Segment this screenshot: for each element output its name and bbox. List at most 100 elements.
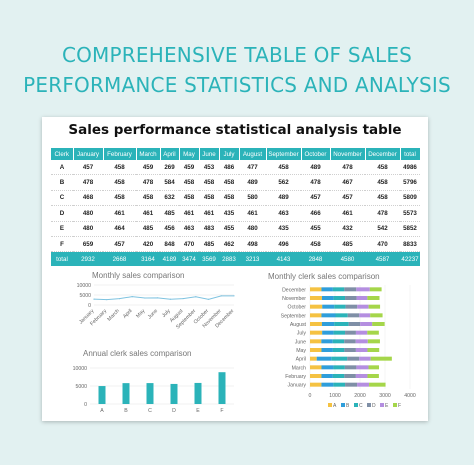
table-cell: 458 xyxy=(103,190,136,207)
y-tick-label: 5000 xyxy=(79,293,91,299)
table-cell: 580 xyxy=(239,190,266,207)
banner-title-line-1: COMPREHENSIVE TABLE OF SALES xyxy=(61,43,413,67)
table-cell: 489 xyxy=(266,190,301,207)
monthly-sales-chart-title: Monthly sales comparison xyxy=(92,271,185,280)
table-cell: 461 xyxy=(103,205,136,222)
line-point xyxy=(144,297,146,299)
y-category-label: March xyxy=(292,365,307,371)
legend-swatch xyxy=(380,403,384,407)
x-tick-label: C xyxy=(148,408,152,414)
y-category-label: July xyxy=(297,331,307,337)
monthly-clerk-chart-title: Monthly clerk sales comparison xyxy=(268,272,380,281)
table-cell: 458 xyxy=(219,190,239,207)
table-cell: 468 xyxy=(73,190,103,207)
y-tick-label: 0 xyxy=(84,402,87,408)
table-header-cell: July xyxy=(219,148,240,160)
table-cell: 542 xyxy=(365,221,400,237)
stack-segment-C xyxy=(331,356,348,361)
stack-segment-C xyxy=(332,287,345,292)
stack-segment-A xyxy=(310,322,322,326)
table-header-cell: May xyxy=(179,148,200,160)
total-cell: 3164 xyxy=(136,251,160,267)
table-cell: 486 xyxy=(219,160,239,176)
x-tick-label: 1000 xyxy=(329,393,341,399)
table-cell: 496 xyxy=(266,236,301,253)
table-cell: 5809 xyxy=(400,190,420,207)
table-cell: 463 xyxy=(266,205,301,222)
table-row: B 478 458 478 584 458 458 458 489 562 478 467 458 579… xyxy=(51,174,420,191)
line-point xyxy=(157,297,159,299)
stack-segment-F xyxy=(372,322,385,326)
y-category-label: January xyxy=(288,383,307,389)
y-tick-label: 10000 xyxy=(73,366,88,372)
table-cell: 457 xyxy=(330,190,365,207)
table-cell: 5852 xyxy=(400,221,420,237)
stack-segment-A xyxy=(310,304,323,309)
line-point xyxy=(182,297,184,300)
stack-segment-F xyxy=(367,339,380,344)
stack-segment-E xyxy=(359,356,371,361)
stack-segment-D xyxy=(348,322,361,326)
y-category-label: April xyxy=(296,357,306,363)
total-cell: 2668 xyxy=(103,251,136,267)
table-cell: 461 xyxy=(330,205,365,222)
table-cell: 457 xyxy=(73,160,103,176)
monthly-clerk-chart-svg: 0 1000 2000 3000 4000 December November October… xyxy=(281,285,416,409)
table-cell: 458 xyxy=(136,190,160,207)
stack-segment-E xyxy=(360,322,373,326)
spreadsheet-preview: Sales performance statistical analysis t… xyxy=(42,117,428,421)
x-tick-label: 4000 xyxy=(404,393,416,399)
line-point xyxy=(93,298,95,300)
stack-segment-A xyxy=(310,287,322,292)
stack-segment-E xyxy=(355,348,368,352)
table-row: D 480 461 461 485 461 461 435 461 463 466 461 478 557… xyxy=(51,205,420,222)
table-header-cell: October xyxy=(301,148,331,160)
stack-segment-A xyxy=(310,356,317,361)
table-cell: 478 xyxy=(301,174,330,191)
stack-segment-B xyxy=(322,304,335,309)
table-cell: 461 xyxy=(239,205,266,222)
monthly-clerk-chart: Monthly clerk sales comparison 0 1000 2000… xyxy=(234,267,420,419)
total-cell: 4143 xyxy=(266,251,301,267)
stack-segment-C xyxy=(332,348,345,352)
table-row: C 468 458 458 632 458 458 458 580 489 457 457 458 580… xyxy=(51,190,420,207)
table-cell: 5573 xyxy=(400,205,420,222)
table-cell: 458 xyxy=(301,236,330,253)
y-category-label: February xyxy=(285,374,306,380)
x-tick-label: E xyxy=(196,408,200,414)
table-cell: 458 xyxy=(365,190,400,207)
total-cell: 3213 xyxy=(239,251,266,267)
stack-segment-C xyxy=(333,365,345,370)
line-point xyxy=(195,296,197,298)
y-tick-label: 5000 xyxy=(75,384,87,390)
stack-segment-B xyxy=(321,296,334,300)
stack-segment-B xyxy=(321,374,333,378)
legend-label: B xyxy=(346,403,350,409)
y-category-label: August xyxy=(290,322,307,328)
table-cell: 458 xyxy=(199,174,219,191)
total-cell: 4587 xyxy=(365,251,400,267)
x-tick-label: 2000 xyxy=(354,393,366,399)
table-cell: 458 xyxy=(199,190,219,207)
stack-segment-B xyxy=(321,287,333,292)
y-category-label: September xyxy=(281,313,307,319)
stack-segment-F xyxy=(367,374,379,378)
stack-segment-B xyxy=(316,356,332,361)
table-cell: 461 xyxy=(136,205,160,222)
line-point xyxy=(106,299,108,301)
banner-title-line-2: PERFORMANCE STATISTICS AND ANALYSIS xyxy=(23,73,451,97)
stack-segment-F xyxy=(367,296,380,300)
sales-table: Clerk January February March April May June Jul… xyxy=(51,148,421,267)
stack-segment-D xyxy=(347,313,360,318)
bar-clerk-D xyxy=(170,383,178,404)
sheet-title: Sales performance statistical analysis t… xyxy=(68,122,402,138)
banner-title: COMPREHENSIVE TABLE OF SALES PERFORMANCE… xyxy=(0,40,474,100)
stack-segment-F xyxy=(368,304,381,309)
stack-segment-E xyxy=(357,382,370,387)
line-point xyxy=(169,298,171,300)
table-total-row: total 2932 2668 3164 4189 3474 3569 2883 3213 414… xyxy=(51,251,420,267)
table-cell: 455 xyxy=(301,221,330,237)
table-header-cell: total xyxy=(400,148,421,160)
legend-label: E xyxy=(385,403,389,409)
stack-segment-D xyxy=(345,382,358,387)
